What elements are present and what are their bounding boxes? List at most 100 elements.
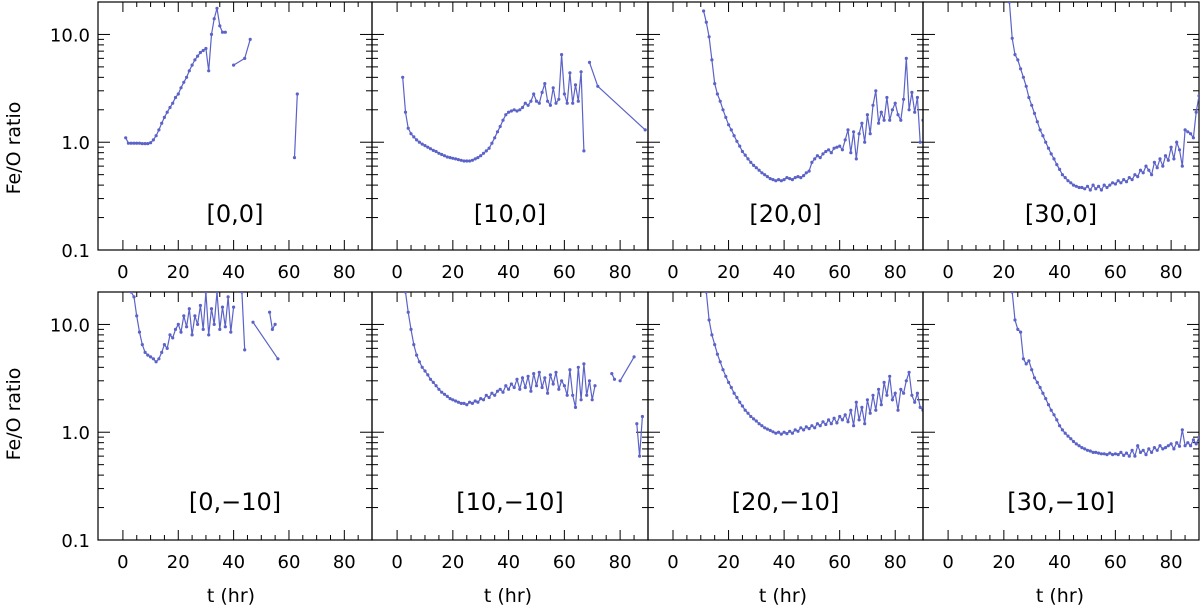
series-line <box>293 93 298 158</box>
data-point <box>1116 453 1120 457</box>
data-point <box>451 398 455 402</box>
data-point <box>1080 446 1084 450</box>
data-point <box>243 348 247 352</box>
x-tick-label: 40 <box>497 552 520 573</box>
data-point <box>824 149 828 154</box>
data-point <box>501 118 505 122</box>
data-point <box>907 108 911 112</box>
x-axis-label-3: t (hr) <box>759 585 807 607</box>
data-point <box>829 422 833 426</box>
x-ticks <box>672 292 910 540</box>
data-point <box>193 58 197 62</box>
data-point <box>454 399 458 403</box>
data-point <box>160 350 164 354</box>
data-point <box>754 419 758 423</box>
data-point <box>557 97 561 101</box>
data-point <box>763 426 767 430</box>
data-point <box>529 99 533 103</box>
data-point <box>804 425 808 429</box>
data-point <box>571 101 575 105</box>
panel-8: 0 20 40 60 80 [30,−10] <box>922 291 1200 573</box>
data-point <box>532 372 536 376</box>
data-point <box>813 157 817 161</box>
data-point <box>702 9 706 13</box>
data-point <box>749 414 753 419</box>
series-line <box>233 39 251 66</box>
data-point <box>162 343 166 347</box>
data-point <box>1044 140 1048 144</box>
data-point <box>1119 450 1123 454</box>
x-ticks <box>947 292 1186 540</box>
data-point <box>1136 175 1140 179</box>
data-point <box>913 400 917 404</box>
data-point <box>129 292 133 294</box>
x-tick-label: 20 <box>167 262 190 283</box>
panel-grid: 0 20 40 60 800.11.010.0[0,0]0 20 40 60 80[10,0]0… <box>50 1 1200 573</box>
data-point <box>1127 454 1131 458</box>
data-point <box>1166 158 1170 162</box>
series-line <box>619 356 635 382</box>
series-group <box>124 6 299 160</box>
data-point <box>635 422 639 426</box>
data-point <box>882 118 886 122</box>
x-tick-label: 80 <box>1160 262 1183 283</box>
data-point <box>448 156 452 160</box>
data-point <box>1055 163 1059 167</box>
data-point <box>1019 330 1023 334</box>
data-point <box>456 400 460 404</box>
data-point <box>423 144 427 148</box>
data-point <box>618 379 622 383</box>
data-point <box>727 123 731 127</box>
data-point <box>877 121 881 125</box>
data-point <box>877 387 881 391</box>
data-point <box>893 391 897 395</box>
panel-label: [0,0] <box>207 200 264 228</box>
data-point <box>1105 185 1109 190</box>
data-point <box>1124 180 1129 184</box>
data-point <box>487 146 491 150</box>
series-line <box>125 8 226 145</box>
data-point <box>562 92 567 96</box>
data-point <box>740 404 745 408</box>
data-point <box>442 392 447 396</box>
series-line <box>241 292 246 350</box>
data-point <box>1035 120 1039 124</box>
data-point <box>232 305 236 309</box>
data-point <box>735 395 739 400</box>
data-point <box>1161 164 1165 168</box>
data-point <box>802 174 806 178</box>
x-tick-label: 80 <box>609 552 632 573</box>
data-point <box>1032 111 1037 115</box>
x-tick-label: 60 <box>553 262 576 283</box>
data-point <box>523 101 527 105</box>
data-point <box>562 384 567 388</box>
data-point <box>515 377 519 381</box>
data-point <box>832 416 836 420</box>
data-point <box>1038 385 1042 390</box>
data-point <box>815 422 820 426</box>
data-point <box>479 397 483 401</box>
data-point <box>437 387 441 391</box>
series-group <box>702 9 923 183</box>
data-point <box>1150 173 1154 177</box>
data-point <box>171 336 175 340</box>
data-point <box>1155 166 1159 170</box>
data-point <box>187 69 191 73</box>
data-point <box>724 374 728 378</box>
data-point <box>765 175 770 179</box>
data-point <box>470 158 474 162</box>
series-group <box>1007 2 1199 192</box>
data-point <box>729 385 733 390</box>
data-point <box>749 160 753 164</box>
series-line <box>1011 292 1199 458</box>
data-point <box>857 418 861 422</box>
x-tick-label: 40 <box>773 262 796 283</box>
data-point <box>838 144 842 148</box>
data-point <box>1074 184 1078 188</box>
data-point <box>1099 188 1103 192</box>
data-point <box>710 58 714 62</box>
data-point <box>1186 441 1190 445</box>
data-point <box>757 168 761 172</box>
data-point <box>910 393 914 397</box>
